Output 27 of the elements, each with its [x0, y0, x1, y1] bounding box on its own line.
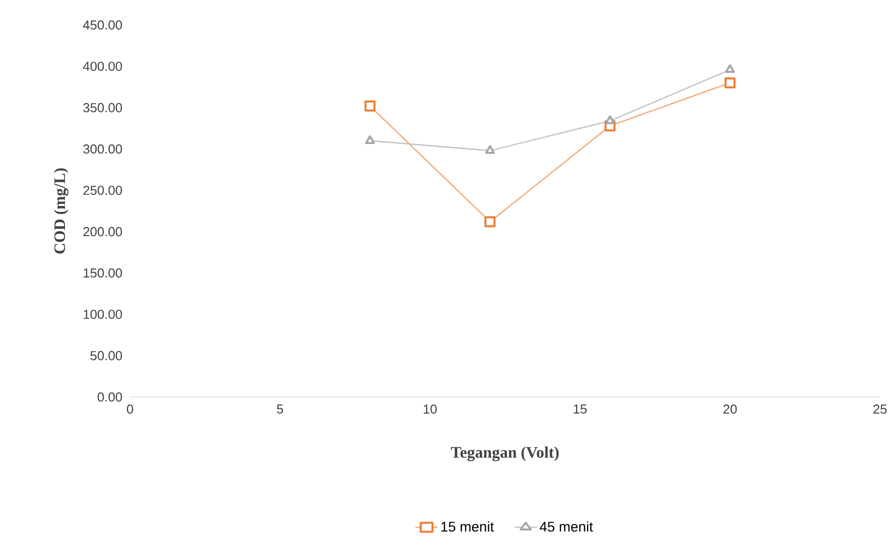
x-tick-label: 15 [574, 404, 587, 414]
legend-label: 15 menit [441, 521, 494, 532]
y-axis-title: COD (mg/L) [54, 168, 68, 254]
x-tick-label: 0 [126, 404, 134, 414]
x-tick-label: 25 [873, 404, 887, 414]
y-tick-label: 200.00 [83, 227, 122, 236]
y-tick-label: 50.00 [90, 351, 122, 360]
y-tick-label: 150.00 [84, 268, 122, 278]
point [605, 115, 615, 124]
x-tick-label: 5 [276, 404, 284, 414]
y-tick-label: 350.00 [83, 103, 122, 112]
point [484, 216, 496, 228]
y-tick-label: 300.00 [83, 144, 122, 154]
x-tick-label: 20 [723, 404, 737, 414]
y-tick-label: 250.00 [83, 186, 122, 195]
y-tick-label: 0.00 [98, 392, 122, 402]
x-tick-label: 10 [424, 404, 437, 414]
y-tick-label: 450.00 [83, 20, 122, 30]
x-axis-title: Tegangan (Volt) [450, 446, 559, 462]
y-tick-label: 100.00 [84, 310, 122, 319]
point [364, 100, 376, 112]
point [485, 145, 495, 154]
y-tick-label: 400.00 [83, 62, 122, 71]
point [724, 77, 736, 88]
point [725, 64, 735, 73]
point [365, 135, 375, 144]
legend-label: 45 menit [540, 521, 593, 532]
